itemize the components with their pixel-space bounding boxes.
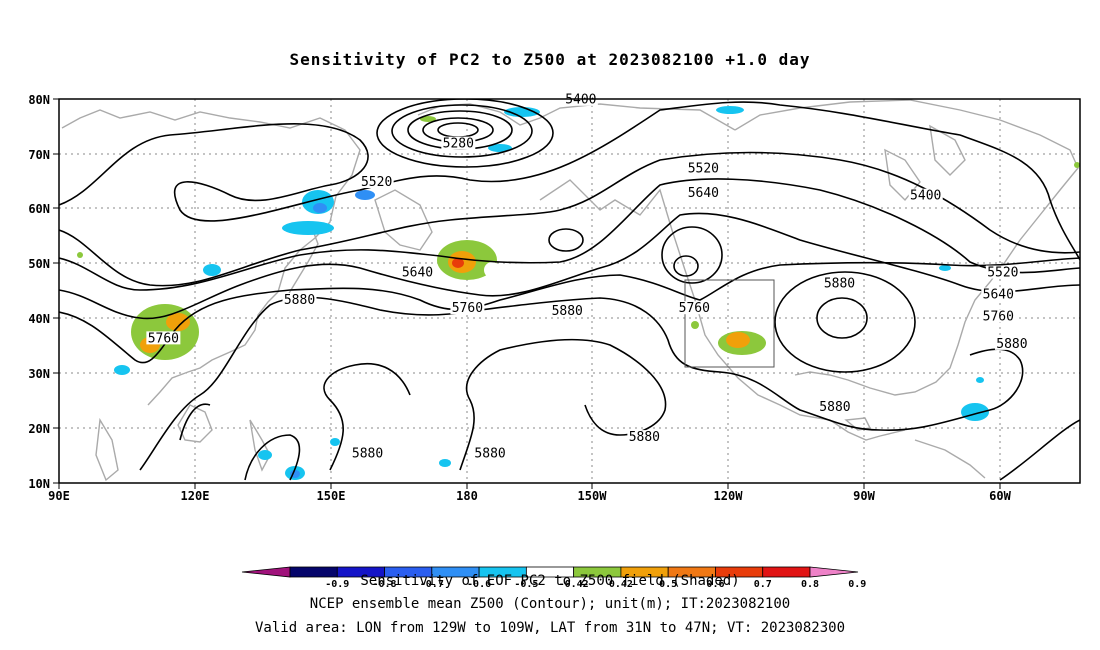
lat-label: 80N [28, 93, 50, 107]
contour-label-bg [473, 446, 508, 460]
contour-label: 5400 [910, 189, 941, 204]
contour-label: 5640 [688, 186, 719, 201]
contour-label-bg [450, 301, 485, 315]
contour-label: 5880 [552, 304, 583, 319]
lat-label: 50N [28, 257, 50, 271]
colorbar-tick-label: 0.5 [659, 579, 677, 590]
map-title: Sensitivity of PC2 to Z500 at 2023082100… [289, 50, 811, 69]
contour-label: 5880 [352, 447, 383, 462]
lat-label: 30N [28, 367, 50, 381]
tick-marks [53, 98, 1001, 489]
contour-label-bg [677, 301, 712, 315]
contour-label-bg [146, 331, 181, 345]
colorbar-tick-label: 0.42 [609, 579, 633, 590]
contour-label-bg [686, 186, 721, 199]
sensitivity-shading [77, 106, 1080, 480]
contour-labels: 5400 5280 5520 5520 5640 5400 5640 5520 5640 5880… [146, 92, 1029, 462]
contour-label-bg [908, 188, 943, 202]
footer-valid-area-caption: Valid area: LON from 129W to 109W, LAT f… [254, 620, 845, 636]
colorbar-tick-label: 0.9 [848, 579, 866, 590]
contour-label: 5400 [565, 93, 596, 108]
contour-label: 5880 [824, 277, 855, 292]
footer-shading-caption: Sensitivity of EOF PC2 to Z500 field (Sh… [360, 573, 740, 589]
colorbar-tick-label: -0.5 [514, 579, 538, 590]
colorbar-end [809, 566, 859, 578]
colorbar-tick-label: -0.9 [325, 579, 349, 590]
lon-label: 60W [989, 489, 1011, 503]
valid-area-box [684, 279, 775, 368]
lon-label: 150W [578, 489, 608, 503]
contour-label-bg [981, 287, 1016, 301]
latitude-labels: 80N 70N 60N 50N 40N 30N 20N 10N [28, 93, 50, 491]
colorbar-tick-label: -0.6 [467, 579, 491, 590]
lon-label: 150E [317, 489, 346, 503]
colorbar-tick-label: -0.8 [372, 579, 396, 590]
contour-label: 5640 [983, 287, 1014, 302]
contour-label: 5880 [284, 293, 315, 308]
contour-label: 5280 [443, 137, 474, 152]
contour-label-bg [686, 161, 721, 175]
longitude-labels: 90E 120E 150E 180 150W 120W 90W 60W [48, 489, 1011, 503]
lon-label: 120E [181, 489, 210, 503]
lon-label: 90E [48, 489, 70, 503]
contour-label-bg [994, 336, 1029, 350]
contour-label-bg [627, 430, 662, 444]
contour-label: 5520 [688, 161, 719, 176]
contour-label: 5520 [987, 266, 1018, 281]
contour-label: 5760 [148, 331, 179, 346]
contour-label: 5640 [402, 266, 433, 281]
lat-label: 10N [28, 477, 50, 491]
footer-contour-caption: NCEP ensemble mean Z500 (Contour); unit(… [309, 596, 791, 612]
contour-label-bg [359, 175, 394, 189]
lat-label: 60N [28, 202, 50, 216]
map-grid [59, 99, 1080, 483]
contour-label: 5880 [474, 447, 505, 462]
colorbar-tick-label: -0.7 [420, 579, 444, 590]
map-frame [58, 98, 1081, 484]
coastlines [61, 99, 1079, 482]
contour-label: 5760 [452, 301, 483, 316]
contour-label: 5520 [361, 175, 392, 190]
lat-label: 40N [28, 312, 50, 326]
colorbar-tick-label: 0.8 [801, 579, 819, 590]
contour-label: 5880 [819, 400, 850, 415]
lon-label: 120W [714, 489, 744, 503]
contour-label: 5880 [996, 337, 1027, 352]
lat-label: 20N [28, 422, 50, 436]
contour-label-bg [817, 399, 852, 413]
contour-label: 5760 [983, 309, 1014, 324]
contour-label-bg [550, 303, 585, 317]
contour-label-bg [985, 265, 1020, 279]
contour-label: 5880 [629, 430, 660, 445]
lat-label: 70N [28, 148, 50, 162]
contour-label: 5760 [679, 301, 710, 316]
contour-label-bg [400, 265, 435, 279]
contour-label-bg [282, 292, 317, 306]
contour-label-bg [981, 309, 1016, 323]
contour-label-bg [441, 136, 476, 150]
colorbar-tick-label: -0.42 [559, 579, 589, 590]
colorbar-tick-label: 0.7 [754, 579, 772, 590]
z500-contours [59, 99, 1080, 481]
colorbar-tick-label: 0.6 [706, 579, 724, 590]
colorbar: -0.9 -0.8 -0.7 -0.6 -0.5 -0.42 0.42 0.5 0.6 0.7 0.… [241, 566, 866, 590]
lon-label: 90W [853, 489, 875, 503]
contour-label-bg [350, 446, 385, 460]
contour-label-bg [822, 276, 857, 290]
lon-label: 180 [456, 489, 478, 503]
